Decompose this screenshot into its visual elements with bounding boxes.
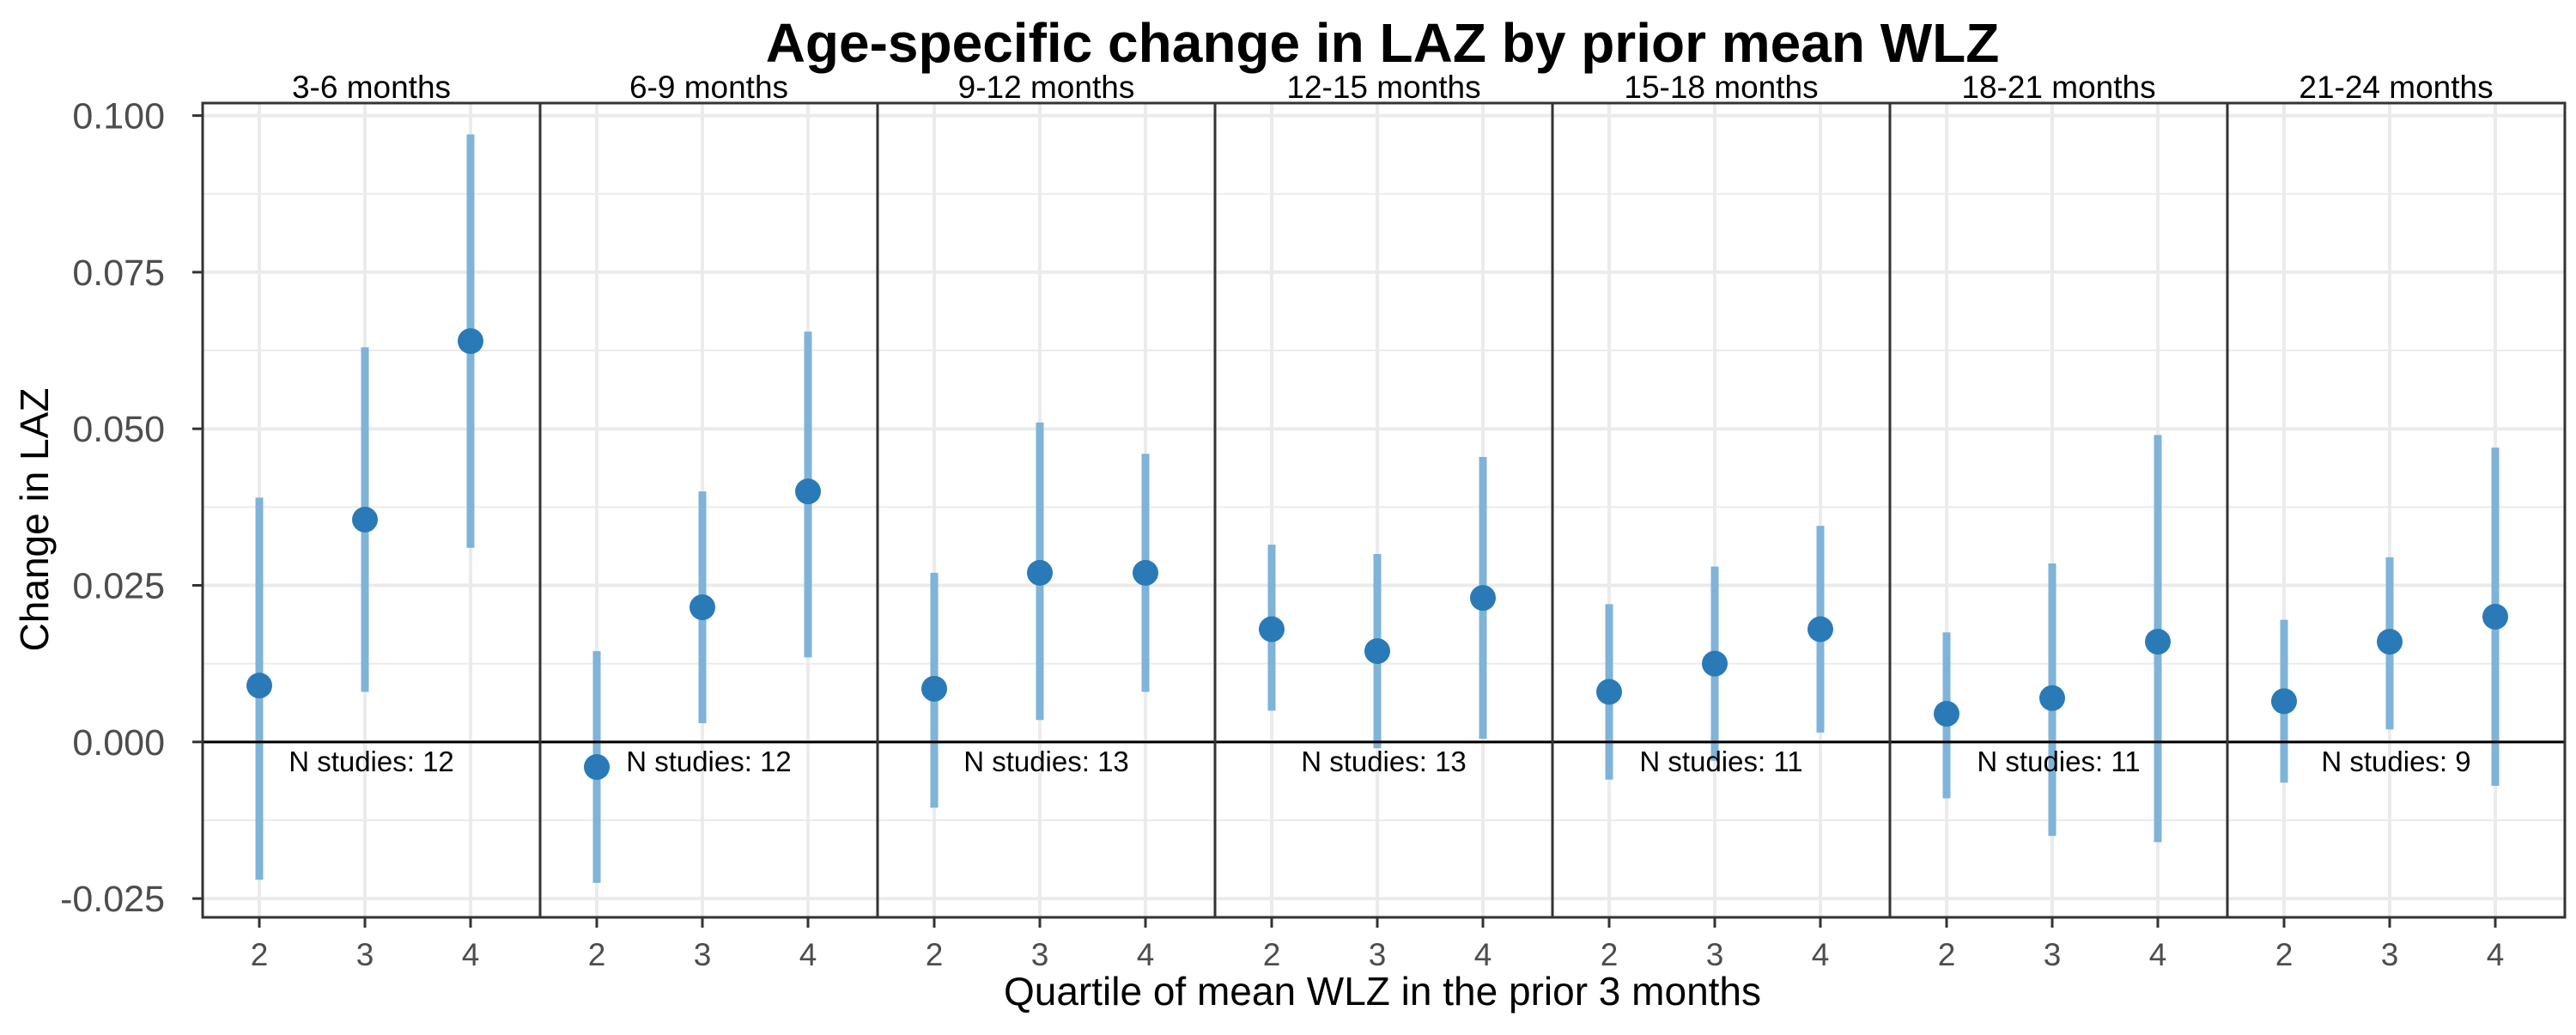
data-point [1702,650,1728,677]
data-point [2039,685,2065,711]
panel-strip-label: 12-15 months [1286,70,1480,105]
x-tick-label: 3 [2044,937,2062,972]
panel-strip-label: 18-21 months [1961,70,2155,105]
x-tick-label: 2 [1263,937,1281,972]
data-point [1133,559,1158,586]
y-tick-label: 0.075 [72,253,165,294]
data-layer [246,134,2508,883]
panel-strip-label: 9-12 months [958,70,1135,105]
n-studies-label: N studies: 9 [2321,746,2470,777]
text-layer: Age-specific change in LAZ by prior mean… [12,12,2504,1014]
data-point [690,594,715,621]
panel-strip-label: 6-9 months [629,70,788,105]
data-point [2271,688,2297,715]
x-tick-label: 2 [1938,937,1956,972]
x-tick-label: 3 [1031,937,1049,972]
x-tick-label: 3 [694,937,712,972]
data-point [921,675,947,702]
x-tick-label: 3 [2381,937,2399,972]
x-tick-label: 4 [799,937,817,972]
chart-title: Age-specific change in LAZ by prior mean… [766,12,2000,74]
data-point [2482,603,2508,630]
x-tick-label: 2 [926,937,944,972]
panel-strip-label: 21-24 months [2299,70,2493,105]
n-studies-label: N studies: 13 [963,746,1129,777]
x-tick-label: 4 [1812,937,1830,972]
y-tick-label: 0.100 [72,96,165,137]
panel-strip-label: 3-6 months [292,70,451,105]
x-tick-label: 4 [2149,937,2167,972]
data-point [1027,559,1053,586]
panel-border [2226,101,2567,919]
y-tick-label: 0.050 [72,409,165,450]
data-point [1934,701,1959,727]
data-point [1470,585,1496,612]
data-point [1596,679,1622,705]
n-studies-label: N studies: 11 [1977,746,2140,777]
data-point [352,506,378,533]
y-tick-label: 0.025 [72,566,165,607]
x-axis-label: Quartile of mean WLZ in the prior 3 mont… [1004,969,1761,1014]
x-tick-label: 4 [1474,937,1492,972]
data-point [458,328,483,355]
n-studies-label: N studies: 12 [626,746,792,777]
x-tick-label: 3 [356,937,374,972]
n-studies-label: N studies: 13 [1301,746,1467,777]
x-tick-label: 2 [2275,937,2293,972]
x-tick-label: 4 [2487,937,2505,972]
x-tick-label: 2 [588,937,606,972]
x-tick-label: 2 [1601,937,1619,972]
frame-layer [192,101,2567,928]
y-tick-label: 0.000 [72,722,165,764]
n-studies-label: N studies: 11 [1639,746,1802,777]
data-point [795,478,821,505]
panel-strip-label: 15-18 months [1624,70,1818,105]
y-axis-label: Change in LAZ [12,388,57,652]
x-tick-label: 4 [462,937,480,972]
data-point [2145,629,2171,655]
data-point [2377,629,2403,655]
data-point [1807,616,1833,642]
x-tick-label: 3 [1706,937,1724,972]
data-point [584,753,610,780]
x-tick-label: 4 [1137,937,1155,972]
n-studies-label: N studies: 12 [289,746,454,777]
data-point [246,673,272,699]
x-tick-label: 3 [1369,937,1387,972]
y-tick-label: -0.025 [60,879,165,920]
data-point [1259,616,1285,642]
data-point [1364,638,1390,665]
x-tick-label: 2 [251,937,269,972]
